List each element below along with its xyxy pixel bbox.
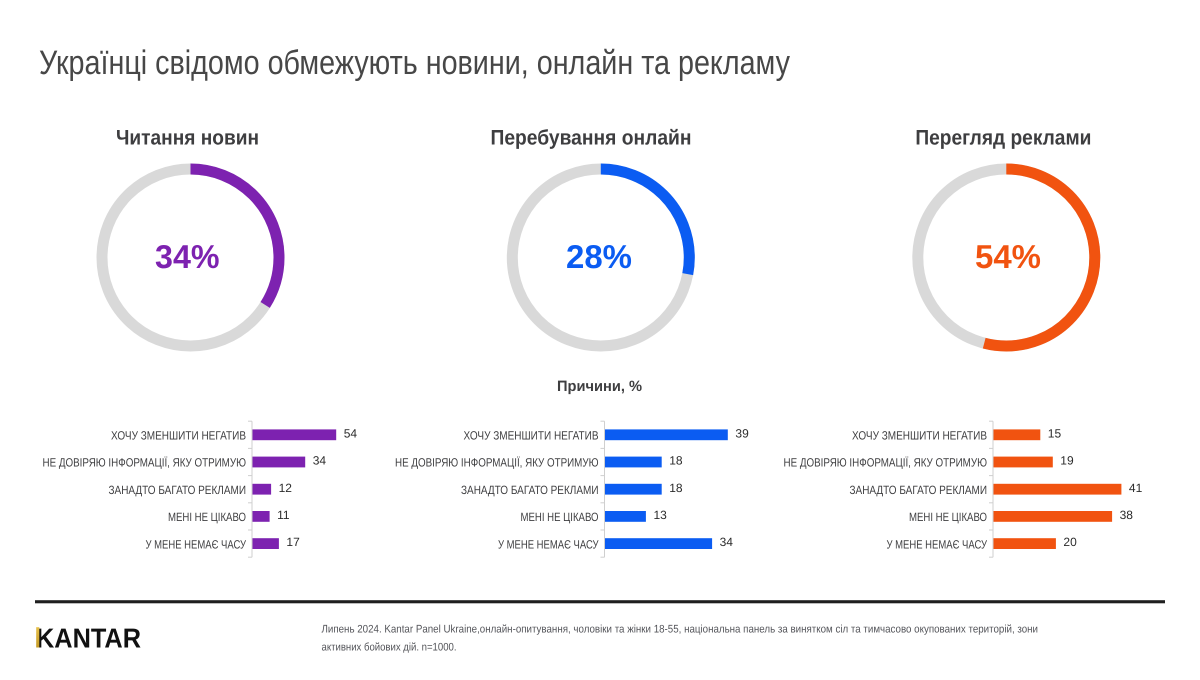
svg-text:Читання новин: Читання новин (116, 126, 259, 149)
svg-text:18: 18 (669, 454, 683, 468)
svg-text:Липень 2024. Kantar Panel Ukra: Липень 2024. Kantar Panel Ukraine,онлайн… (322, 624, 1039, 636)
svg-text:28%: 28% (566, 238, 632, 275)
svg-text:активних бойових дій. n=1000.: активних бойових дій. n=1000. (322, 642, 457, 654)
svg-text:НЕ ДОВІРЯЮ ІНФОРМАЦІЇ, ЯКУ ОТР: НЕ ДОВІРЯЮ ІНФОРМАЦІЇ, ЯКУ ОТРИМУЮ (43, 456, 247, 470)
svg-text:17: 17 (286, 535, 300, 549)
svg-text:12: 12 (279, 481, 293, 495)
svg-text:11: 11 (277, 508, 290, 522)
svg-text:ЗАНАДТО БАГАТО РЕКЛАМИ: ЗАНАДТО БАГАТО РЕКЛАМИ (109, 483, 247, 497)
svg-text:ЗАНАДТО БАГАТО РЕКЛАМИ: ЗАНАДТО БАГАТО РЕКЛАМИ (850, 483, 988, 497)
svg-text:Перебування онлайн: Перебування онлайн (491, 126, 692, 149)
svg-text:У МЕНЕ НЕМАЄ ЧАСУ: У МЕНЕ НЕМАЄ ЧАСУ (146, 537, 247, 551)
svg-text:МЕНІ НЕ ЦІКАВО: МЕНІ НЕ ЦІКАВО (168, 510, 246, 524)
svg-text:34: 34 (313, 454, 327, 468)
svg-text:Причини, %: Причини, % (557, 378, 642, 395)
svg-text:МЕНІ НЕ ЦІКАВО: МЕНІ НЕ ЦІКАВО (909, 510, 987, 524)
svg-text:15: 15 (1048, 426, 1062, 440)
svg-text:НЕ ДОВІРЯЮ ІНФОРМАЦІЇ, ЯКУ ОТР: НЕ ДОВІРЯЮ ІНФОРМАЦІЇ, ЯКУ ОТРИМУЮ (784, 456, 988, 470)
svg-text:ХОЧУ ЗМЕНШИТИ НЕГАТИВ: ХОЧУ ЗМЕНШИТИ НЕГАТИВ (111, 429, 246, 443)
svg-text:KANTAR: KANTAR (36, 622, 141, 653)
svg-text:ЗАНАДТО БАГАТО РЕКЛАМИ: ЗАНАДТО БАГАТО РЕКЛАМИ (461, 483, 599, 497)
svg-text:19: 19 (1060, 454, 1074, 468)
svg-text:34%: 34% (155, 238, 220, 275)
svg-text:ХОЧУ ЗМЕНШИТИ НЕГАТИВ: ХОЧУ ЗМЕНШИТИ НЕГАТИВ (464, 429, 599, 443)
svg-text:41: 41 (1129, 481, 1143, 495)
svg-text:МЕНІ НЕ ЦІКАВО: МЕНІ НЕ ЦІКАВО (521, 510, 599, 524)
svg-text:34: 34 (720, 535, 734, 549)
svg-text:54%: 54% (975, 238, 1041, 275)
svg-text:13: 13 (654, 508, 668, 522)
svg-text:ХОЧУ ЗМЕНШИТИ НЕГАТИВ: ХОЧУ ЗМЕНШИТИ НЕГАТИВ (852, 429, 987, 443)
svg-text:38: 38 (1120, 508, 1134, 522)
svg-text:У МЕНЕ НЕМАЄ ЧАСУ: У МЕНЕ НЕМАЄ ЧАСУ (887, 537, 988, 551)
svg-text:Перегляд реклами: Перегляд реклами (915, 126, 1091, 149)
svg-text:20: 20 (1063, 535, 1077, 549)
svg-text:Українці свідомо обмежують нов: Українці свідомо обмежують новини, онлай… (39, 44, 790, 82)
svg-text:У МЕНЕ НЕМАЄ ЧАСУ: У МЕНЕ НЕМАЄ ЧАСУ (498, 537, 599, 551)
svg-text:39: 39 (735, 426, 749, 440)
svg-text:54: 54 (344, 426, 358, 440)
svg-text:18: 18 (669, 481, 683, 495)
svg-text:НЕ ДОВІРЯЮ ІНФОРМАЦІЇ, ЯКУ ОТР: НЕ ДОВІРЯЮ ІНФОРМАЦІЇ, ЯКУ ОТРИМУЮ (395, 456, 599, 470)
